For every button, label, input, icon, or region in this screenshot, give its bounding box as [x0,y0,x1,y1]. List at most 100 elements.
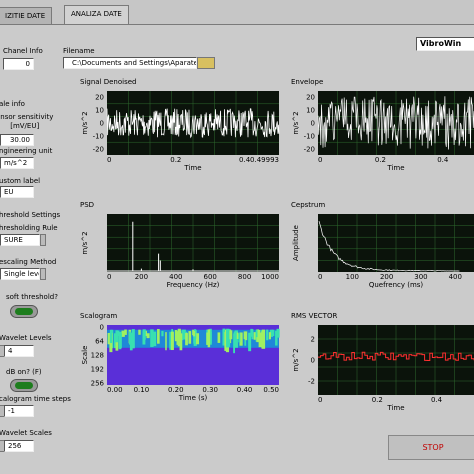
x-axis-label: Quefrency (ms) [369,281,424,289]
band [131,329,135,349]
control-value[interactable]: SURE [0,234,40,246]
tab-active[interactable]: ANALIZA DATE [64,5,129,24]
band [171,328,173,335]
band [208,331,212,345]
control-value[interactable]: 0 [3,58,34,70]
band [121,330,125,337]
band [169,331,173,350]
brand-box: VibroWin [416,37,474,51]
control-value[interactable]: 256 [4,440,34,452]
band [276,328,280,338]
x-axis-label: Time [386,404,404,412]
y-tick-label: 64 [95,337,104,345]
y-tick-label: 256 [91,380,105,388]
band [146,333,150,339]
band [253,332,257,340]
band [256,329,260,343]
band [238,333,241,343]
y-axis-label: m/s^2 [81,111,89,134]
plot-title: PSD [80,201,94,209]
band [150,329,154,347]
band [107,332,110,345]
band [179,333,183,351]
control-label: escaling Method [0,258,57,266]
band [255,329,258,338]
band [113,333,116,349]
y-tick-label: -20 [304,146,315,154]
x-tick-label: 0.4 [431,396,443,404]
band [183,329,186,340]
y-tick-label: 0 [311,120,315,128]
band [207,329,211,348]
plot-title: Signal Denoised [80,78,137,86]
y-axis-label: m/s^2 [292,348,300,371]
x-tick-label: 0.4 [239,156,251,164]
band [170,331,174,351]
control-label: soft threshold? [6,293,58,301]
x-tick-label: 600 [204,273,217,281]
band [268,332,271,340]
x-tick-label: 100 [346,273,359,281]
band [119,332,122,348]
band [188,331,192,344]
control-value[interactable]: 30.00 [0,134,34,146]
control-value[interactable]: Single level [0,268,40,280]
band [239,332,243,346]
x-tick-label: 0.30 [202,386,218,394]
x-tick-label: 0.00 [107,386,123,394]
band [233,333,236,354]
browse-button[interactable] [197,57,215,69]
x-axis-label: Time [386,164,404,172]
band [124,329,127,335]
band [181,329,184,341]
y-tick-label: 0 [100,120,104,128]
x-tick-label: 200 [380,273,393,281]
band [206,332,209,345]
control-label: hresholding Rule [0,224,58,232]
band [109,329,112,344]
y-tick-label: 2 [311,336,315,344]
band [266,329,269,341]
y-tick-label: 0 [311,357,315,365]
control-value[interactable]: m/s^2 [0,157,34,169]
control-value[interactable]: EU [0,186,34,198]
band [195,333,200,345]
x-tick-label: 0 [107,273,111,281]
control-label: Filename [63,47,95,55]
dropdown-arrow[interactable] [40,234,46,246]
toggle-button[interactable] [10,379,38,392]
control-value[interactable]: -1 [4,405,34,417]
toggle-button[interactable] [10,305,38,318]
band [161,330,164,337]
band [165,332,167,351]
band [129,331,131,345]
x-tick-label: 0.40 [237,386,253,394]
x-tick-label: 0 [318,156,322,164]
band [185,333,188,346]
band [229,330,233,340]
band [115,330,119,343]
trace [318,221,460,272]
control-label: calogram time steps [0,395,71,403]
y-axis-label: Scale [81,346,89,365]
y-tick-label: 20 [306,93,315,101]
y-tick-label: -20 [93,146,104,154]
band [261,329,266,349]
band [243,331,246,340]
x-tick-label: 400 [449,273,462,281]
band [244,331,248,341]
tab[interactable]: IZITIE DATE [0,7,53,24]
trace [318,351,474,361]
trace [107,221,279,272]
band [116,330,120,337]
control-label: hreshold Settings [0,211,61,219]
y-tick-label: 0 [100,323,104,331]
control-value[interactable]: 4 [4,345,34,357]
band [129,332,133,351]
dropdown-arrow[interactable] [40,268,46,280]
x-tick-label: 0.2 [375,156,386,164]
stop-button[interactable]: STOP [388,435,474,460]
band [138,329,141,335]
control-value[interactable]: C:\Documents and Settings\Aparate [63,57,197,69]
